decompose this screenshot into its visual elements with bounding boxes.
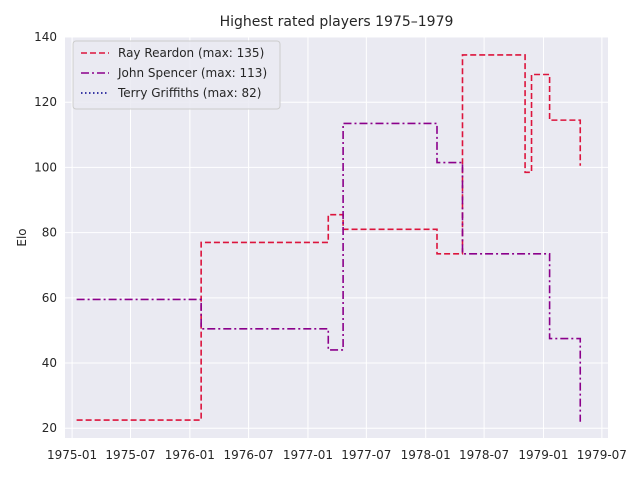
- x-tick-label: 1978-07: [459, 448, 509, 462]
- legend-label-1: John Spencer (max: 113): [117, 66, 267, 80]
- legend-label-2: Terry Griffiths (max: 82): [117, 86, 261, 100]
- x-tick-label: 1977-07: [341, 448, 391, 462]
- series-line-0: [76, 54, 582, 421]
- y-tick-label: 100: [34, 160, 57, 174]
- legend-box: [72, 40, 281, 110]
- series-line-1: [76, 122, 582, 422]
- x-tick-label: 1977-01: [283, 448, 333, 462]
- x-axis: 1975-01 1975-07 1976-01 1976-07 1977-01 1977-…: [47, 448, 627, 462]
- x-tick-label: 1975-07: [105, 448, 155, 462]
- x-tick-label: 1976-07: [224, 448, 274, 462]
- y-tick-label: 120: [34, 95, 57, 109]
- chart-title: Highest rated players 1975–1979: [220, 14, 454, 30]
- legend-label-0: Ray Reardon (max: 135): [118, 46, 264, 60]
- grid: [65, 36, 608, 438]
- legend: Ray Reardon (max: 135) John Spencer (max:…: [72, 40, 281, 110]
- x-tick-label: 1978-01: [401, 448, 451, 462]
- y-axis-label: Elo: [15, 228, 29, 246]
- series-layer: [76, 54, 582, 422]
- x-tick-label: 1979-01: [518, 448, 568, 462]
- x-tick-label: 1975-01: [47, 448, 97, 462]
- y-tick-label: 140: [34, 30, 57, 44]
- x-tick-label: 1976-01: [165, 448, 215, 462]
- x-tick-label: 1979-07: [577, 448, 627, 462]
- y-tick-label: 20: [42, 421, 57, 435]
- y-axis: 20 40 60 80 100 120 140: [34, 30, 57, 435]
- y-tick-label: 40: [42, 356, 57, 370]
- y-tick-label: 60: [42, 291, 57, 305]
- y-tick-label: 80: [42, 226, 57, 240]
